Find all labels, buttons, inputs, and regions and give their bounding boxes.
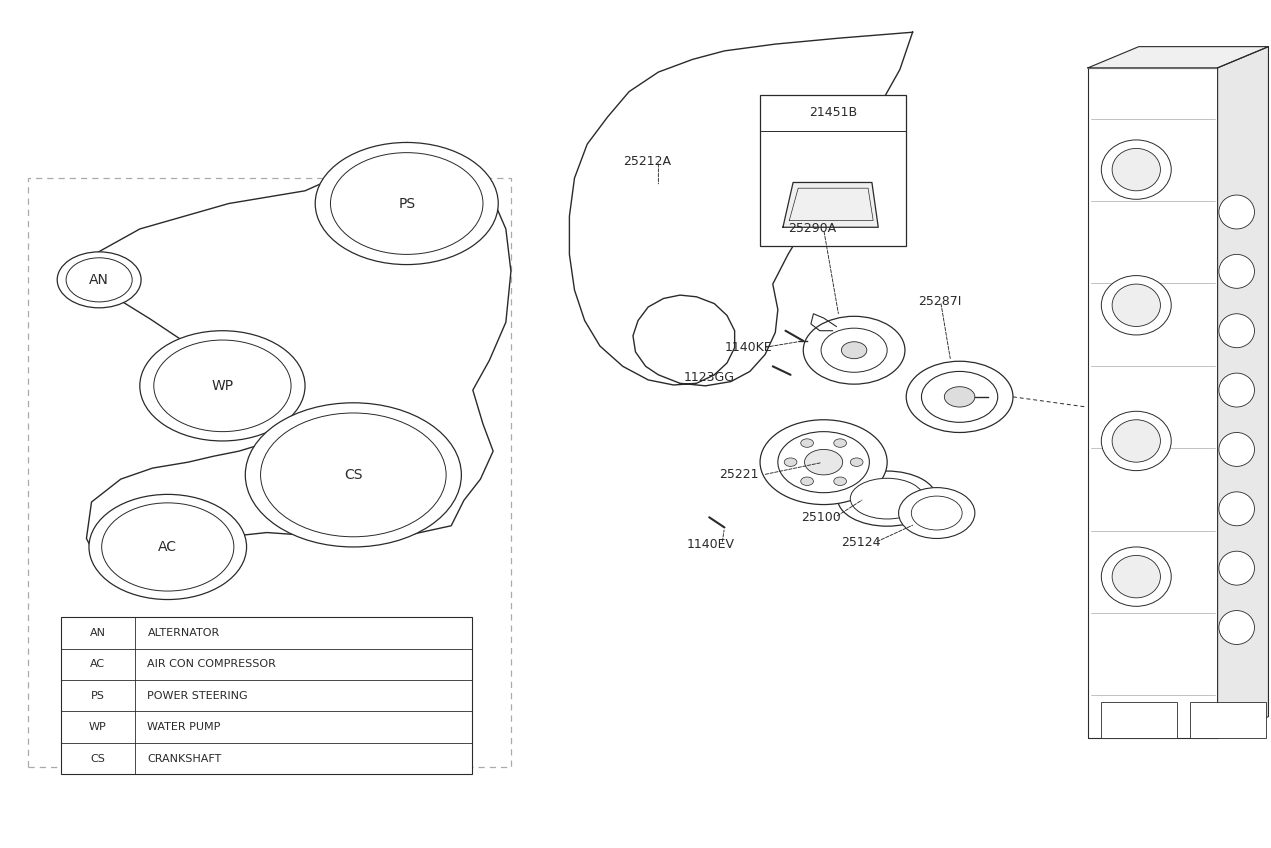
Text: 25287I: 25287I xyxy=(918,294,961,308)
Polygon shape xyxy=(1088,47,1268,68)
Ellipse shape xyxy=(1112,420,1160,462)
Text: 25100: 25100 xyxy=(801,510,840,524)
Ellipse shape xyxy=(1219,195,1254,229)
Circle shape xyxy=(154,340,291,432)
Circle shape xyxy=(57,252,141,308)
Polygon shape xyxy=(1088,68,1218,738)
Circle shape xyxy=(841,342,867,359)
Circle shape xyxy=(315,142,498,265)
Circle shape xyxy=(805,449,843,475)
Ellipse shape xyxy=(1101,547,1172,606)
Circle shape xyxy=(245,403,461,547)
Text: 1140KE: 1140KE xyxy=(724,341,771,354)
Polygon shape xyxy=(1218,47,1268,738)
Text: POWER STEERING: POWER STEERING xyxy=(147,691,248,700)
Ellipse shape xyxy=(1112,148,1160,191)
Text: CS: CS xyxy=(344,468,362,482)
Circle shape xyxy=(850,458,863,466)
Text: ALTERNATOR: ALTERNATOR xyxy=(147,628,220,638)
Bar xyxy=(760,95,906,246)
Text: CRANKSHAFT: CRANKSHAFT xyxy=(147,754,221,763)
Text: 1123GG: 1123GG xyxy=(684,371,735,384)
Circle shape xyxy=(944,387,975,407)
Circle shape xyxy=(834,438,846,447)
Text: AC: AC xyxy=(90,660,105,669)
Ellipse shape xyxy=(1112,555,1160,598)
Text: 25124: 25124 xyxy=(841,536,881,550)
Circle shape xyxy=(803,316,905,384)
Bar xyxy=(1190,702,1266,738)
Circle shape xyxy=(760,420,887,505)
Text: PS: PS xyxy=(92,691,104,700)
Ellipse shape xyxy=(838,471,937,526)
Circle shape xyxy=(921,371,998,422)
Ellipse shape xyxy=(1219,432,1254,466)
Ellipse shape xyxy=(1219,314,1254,348)
Ellipse shape xyxy=(1219,551,1254,585)
Circle shape xyxy=(778,432,869,493)
Text: WATER PUMP: WATER PUMP xyxy=(147,722,221,732)
Text: WP: WP xyxy=(89,722,107,732)
Bar xyxy=(1101,702,1177,738)
Ellipse shape xyxy=(1112,284,1160,326)
Circle shape xyxy=(784,458,797,466)
Circle shape xyxy=(906,361,1013,432)
Text: WP: WP xyxy=(211,379,234,393)
Circle shape xyxy=(330,153,483,254)
Ellipse shape xyxy=(850,478,924,519)
Ellipse shape xyxy=(1101,411,1172,471)
Circle shape xyxy=(821,328,887,372)
Text: CS: CS xyxy=(90,754,105,763)
Circle shape xyxy=(911,496,962,530)
Ellipse shape xyxy=(1101,140,1172,199)
Circle shape xyxy=(801,438,813,447)
Ellipse shape xyxy=(1219,254,1254,288)
Circle shape xyxy=(899,488,975,538)
Text: 21451B: 21451B xyxy=(810,106,857,120)
Bar xyxy=(28,178,511,767)
Circle shape xyxy=(89,494,247,600)
Ellipse shape xyxy=(1219,492,1254,526)
Circle shape xyxy=(801,477,813,486)
Ellipse shape xyxy=(1219,373,1254,407)
Circle shape xyxy=(140,331,305,441)
Text: 25221: 25221 xyxy=(719,468,759,482)
Circle shape xyxy=(834,477,846,486)
Text: 1140EV: 1140EV xyxy=(686,538,735,551)
Text: AN: AN xyxy=(89,273,109,287)
Polygon shape xyxy=(783,182,878,227)
Circle shape xyxy=(261,413,446,537)
Text: AC: AC xyxy=(159,540,177,554)
Ellipse shape xyxy=(1101,276,1172,335)
Text: AN: AN xyxy=(90,628,105,638)
Text: PS: PS xyxy=(398,197,416,210)
Circle shape xyxy=(66,258,132,302)
Text: 25290A: 25290A xyxy=(788,222,836,236)
Bar xyxy=(61,617,472,774)
Text: AIR CON COMPRESSOR: AIR CON COMPRESSOR xyxy=(147,660,276,669)
Circle shape xyxy=(102,503,234,591)
Text: 25212A: 25212A xyxy=(623,154,671,168)
Ellipse shape xyxy=(1219,611,1254,644)
